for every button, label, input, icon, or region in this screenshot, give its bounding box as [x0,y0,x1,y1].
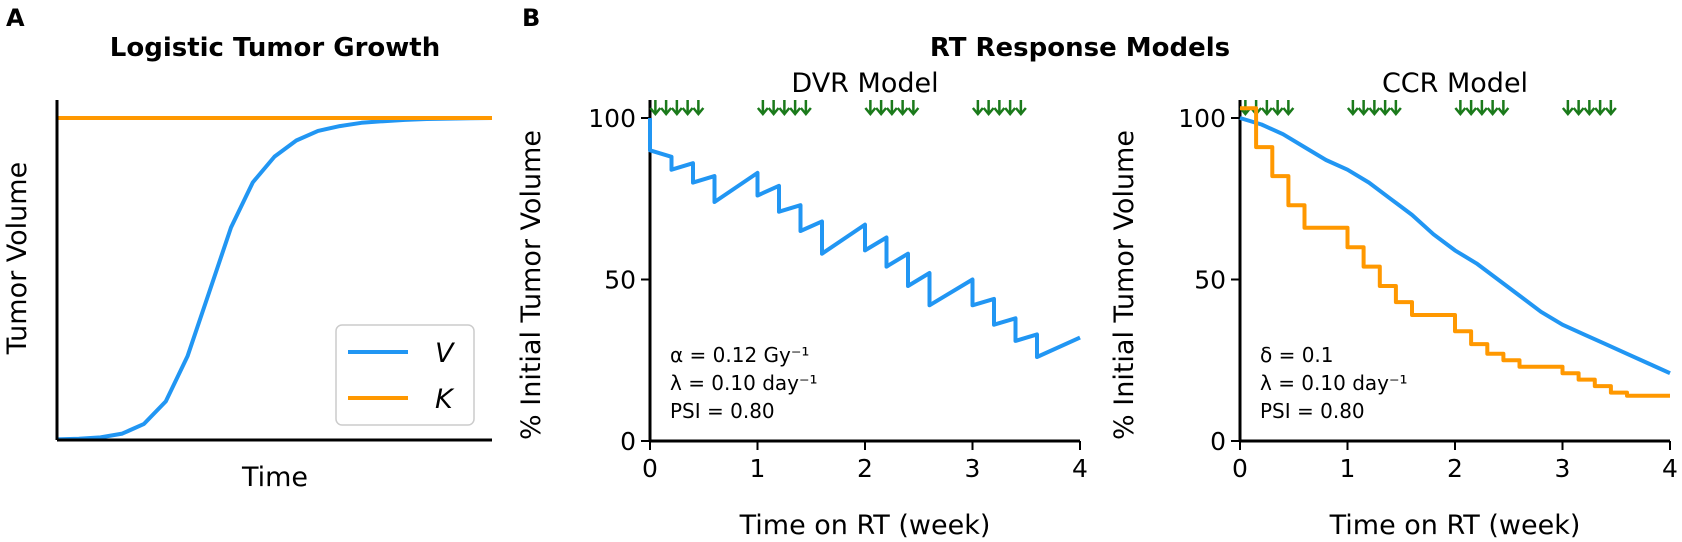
rt-models-group-title: RT Response Models [930,33,1230,63]
dvr-annotations: α = 0.12 Gy⁻¹ λ = 0.10 day⁻¹ PSI = 0.80 [670,343,818,423]
ccr-dose-arrowhead [1454,107,1467,116]
dvr-dose-arrowhead [681,107,694,116]
legend-label-k: K [435,384,455,415]
ccr-annotation-lambda: λ = 0.10 day⁻¹ [1260,371,1408,395]
ccr-x-label: Time on RT (week) [1329,510,1581,541]
dvr-dose-arrowhead [756,107,769,116]
ccr-x-tick-label: 0 [1232,454,1248,483]
dvr-dose-arrowhead [649,107,662,116]
ccr-annotation-delta: δ = 0.1 [1260,343,1334,367]
dvr-y-label: % Initial Tumor Volume [516,130,547,440]
dvr-y-tick-label: 50 [604,266,636,295]
dvr-x-tick-label: 0 [642,454,658,483]
ccr-dose-arrowhead [1594,107,1607,116]
ccr-y-tick-label: 0 [1210,427,1226,456]
dvr-chart-title: DVR Model [791,68,938,99]
ccr-series-orange-line [1240,106,1670,398]
ccr-dose-arrowhead [1475,107,1488,116]
dvr-series-v-line [648,118,1081,359]
ccr-chart: CCR Model Time on RT (week) % Initial Tu… [1109,68,1678,541]
dvr-dose-arrowhead [670,107,683,116]
ccr-dose-arrowhead [1389,107,1402,116]
ccr-dose-arrowhead [1486,107,1499,116]
dvr-dose-arrowhead [993,107,1006,116]
ccr-dose-arrowhead [1583,107,1596,116]
ccr-chart-title: CCR Model [1382,68,1528,99]
dvr-dose-arrowhead [864,107,877,116]
dvr-x-tick-label: 3 [965,454,981,483]
ccr-dose-arrowhead [1357,107,1370,116]
logistic-chart: Logistic Tumor Growth Time Tumor Volume … [2,33,493,493]
ccr-x-tick-label: 3 [1555,454,1571,483]
ccr-dose-arrowhead [1604,107,1617,116]
ccr-x-tick-label: 2 [1447,454,1463,483]
ccr-dose-arrowhead [1282,107,1295,116]
dvr-dose-arrowhead [1004,107,1017,116]
ccr-dose-arrowhead [1379,107,1392,116]
dvr-dose-arrowhead [767,107,780,116]
dvr-y-tick-label: 0 [620,427,636,456]
ccr-annotations: δ = 0.1 λ = 0.10 day⁻¹ PSI = 0.80 [1260,343,1408,423]
dvr-y-tick-label: 100 [588,104,636,133]
ccr-dose-arrowhead [1561,107,1574,116]
ccr-x-tick-label: 1 [1340,454,1356,483]
dvr-x-tick-label: 4 [1072,454,1088,483]
legend-label-v: V [435,338,456,369]
dvr-dose-arrowhead [778,107,791,116]
dvr-dose-arrowhead [896,107,909,116]
dvr-dose-arrowhead [660,107,673,116]
dvr-dose-arrowhead [971,107,984,116]
dvr-dose-arrowhead [875,107,888,116]
logistic-x-label: Time [241,462,308,493]
panel-letter-b: B [522,4,540,32]
dvr-dose-arrowhead [885,107,898,116]
ccr-y-tick-label: 50 [1194,266,1226,295]
ccr-y-tick-label: 100 [1178,104,1226,133]
dvr-dose-arrowhead [982,107,995,116]
ccr-dose-arrowhead [1497,107,1510,116]
dvr-annotation-lambda: λ = 0.10 day⁻¹ [670,371,818,395]
dvr-annotation-psi: PSI = 0.80 [670,399,775,423]
dvr-x-tick-label: 1 [750,454,766,483]
dvr-dose-arrowhead [907,107,920,116]
ccr-x-tick-label: 4 [1662,454,1678,483]
dvr-dose-arrowhead [789,107,802,116]
logistic-legend: V K [335,324,475,426]
logistic-chart-title: Logistic Tumor Growth [110,33,440,63]
dvr-x-tick-label: 2 [857,454,873,483]
dvr-dose-arrowhead [692,107,705,116]
ccr-annotation-psi: PSI = 0.80 [1260,399,1365,423]
dvr-chart: DVR Model Time on RT (week) % Initial Tu… [516,68,1088,541]
ccr-dose-arrowhead [1465,107,1478,116]
ccr-dose-arrowhead [1368,107,1381,116]
dvr-annotation-alpha: α = 0.12 Gy⁻¹ [670,343,809,367]
panel-letter-a: A [6,4,25,32]
ccr-series-blue-line [1239,116,1671,376]
dvr-dose-arrowhead [799,107,812,116]
dvr-dose-arrowhead [1014,107,1027,116]
dvr-x-label: Time on RT (week) [739,510,991,541]
ccr-dose-arrowhead [1572,107,1585,116]
ccr-y-label: % Initial Tumor Volume [1109,130,1140,440]
ccr-dose-arrowhead [1260,107,1273,116]
ccr-dose-arrowhead [1346,107,1359,116]
ccr-dose-arrowhead [1271,107,1284,116]
logistic-y-label: Tumor Volume [2,162,33,355]
